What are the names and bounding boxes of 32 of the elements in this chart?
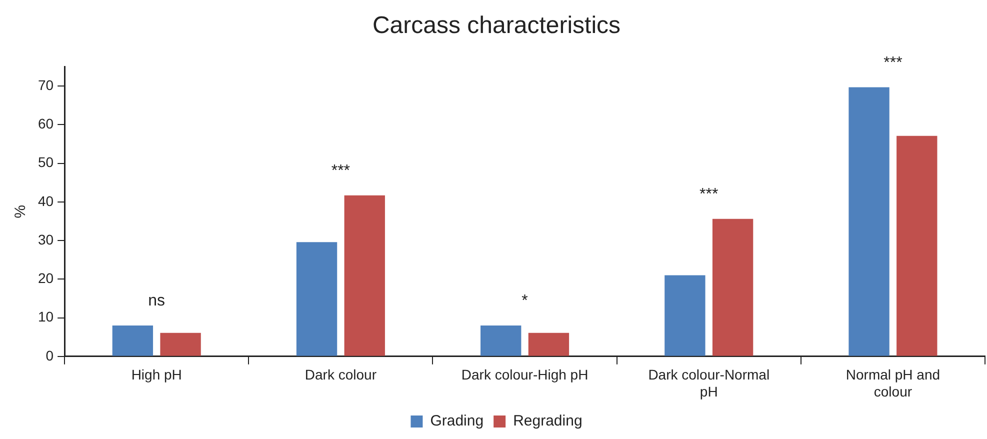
x-tick-label: High pH <box>131 366 182 383</box>
y-axis-title: % <box>12 204 30 218</box>
legend-label: Grading <box>430 412 484 430</box>
x-tick-label: Dark colour <box>304 366 377 383</box>
y-tick-label: 40 <box>38 192 54 209</box>
annotation: ns <box>148 292 166 310</box>
annotation: *** <box>700 186 718 203</box>
y-tick-label: 0 <box>46 347 54 364</box>
y-tick-label: 30 <box>38 231 54 248</box>
y-tick-label: 70 <box>38 76 54 93</box>
x-tick-label: Dark colour-Normal pH <box>648 366 770 400</box>
bar <box>296 242 338 356</box>
bar <box>480 326 522 356</box>
annotation: *** <box>884 54 902 72</box>
bar <box>160 332 201 356</box>
annotation: * <box>522 292 528 310</box>
y-tick-label: 20 <box>38 270 54 286</box>
x-tick-label: Normal pH and colour <box>846 366 940 400</box>
y-tick-label: 50 <box>38 154 54 170</box>
bar <box>112 326 154 356</box>
y-tick-label: 60 <box>38 116 54 132</box>
bar <box>528 332 570 356</box>
bar <box>848 87 890 356</box>
y-tick-label: 10 <box>38 308 54 325</box>
legend-label: Regrading <box>513 412 582 430</box>
bar <box>712 218 754 356</box>
bar <box>664 275 706 356</box>
x-tick-label: Dark colour-High pH <box>461 366 588 383</box>
annotation: *** <box>331 162 350 180</box>
bar <box>896 136 938 356</box>
chart-title: Carcass characteristics <box>372 12 621 40</box>
bar <box>344 195 385 356</box>
